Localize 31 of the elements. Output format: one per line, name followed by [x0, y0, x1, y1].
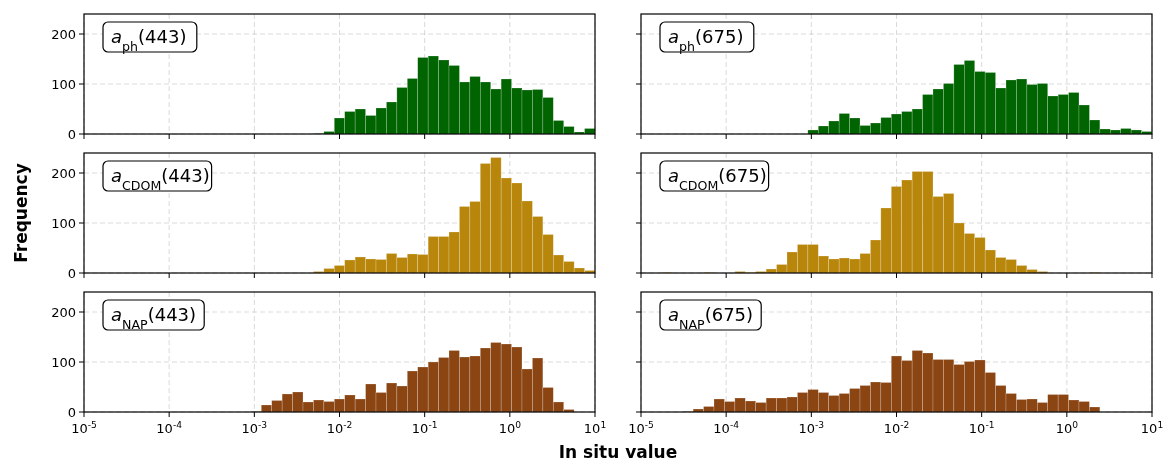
- x-tick-label: 10$^{-3}$: [798, 420, 825, 436]
- x-tick-label: 10$^{-1}$: [411, 420, 438, 436]
- text: a$_{CDOM}$(675): [668, 165, 767, 193]
- text: a$_{ph}$(675): [668, 26, 744, 54]
- text: a$_{ph}$(443): [111, 26, 187, 54]
- x-tick-label: 10$^{0}$: [1055, 420, 1079, 436]
- x-tick-label: 10$^{-4}$: [713, 420, 740, 436]
- x-tick-label: 10$^{-2}$: [326, 420, 353, 436]
- x-tick-label: 10$^{-5}$: [71, 420, 97, 436]
- x-axis-title: In situ value: [558, 442, 678, 462]
- x-tick-label: 10$^{-3}$: [241, 420, 268, 436]
- text: a$_{NAP}$(675): [668, 304, 754, 332]
- x-tick-label: 10$^{0}$: [498, 420, 522, 436]
- text: a$_{CDOM}$(443): [111, 165, 210, 193]
- x-tick-label: 10$^{-1}$: [968, 420, 995, 436]
- x-tick-label: 10$^{-4}$: [156, 420, 183, 436]
- x-tick-label: 10$^{1}$: [1140, 420, 1164, 436]
- y-tick-label: 100: [51, 215, 76, 231]
- x-tick-label: 10$^{1}$: [583, 420, 607, 436]
- y-tick-label: 100: [51, 76, 76, 92]
- x-tick-label: 10$^{-2}$: [883, 420, 910, 436]
- y-tick-label: 200: [51, 165, 76, 181]
- y-tick-label: 0: [67, 404, 76, 420]
- y-tick-label: 200: [51, 304, 76, 320]
- y-tick-label: 200: [51, 26, 76, 42]
- y-axis-title: Frequency: [11, 163, 31, 263]
- y-tick-label: 0: [67, 265, 76, 281]
- text: a$_{NAP}$(443): [111, 304, 197, 332]
- y-tick-label: 100: [51, 354, 76, 370]
- y-tick-label: 0: [67, 126, 76, 142]
- x-tick-label: 10$^{-5}$: [628, 420, 654, 436]
